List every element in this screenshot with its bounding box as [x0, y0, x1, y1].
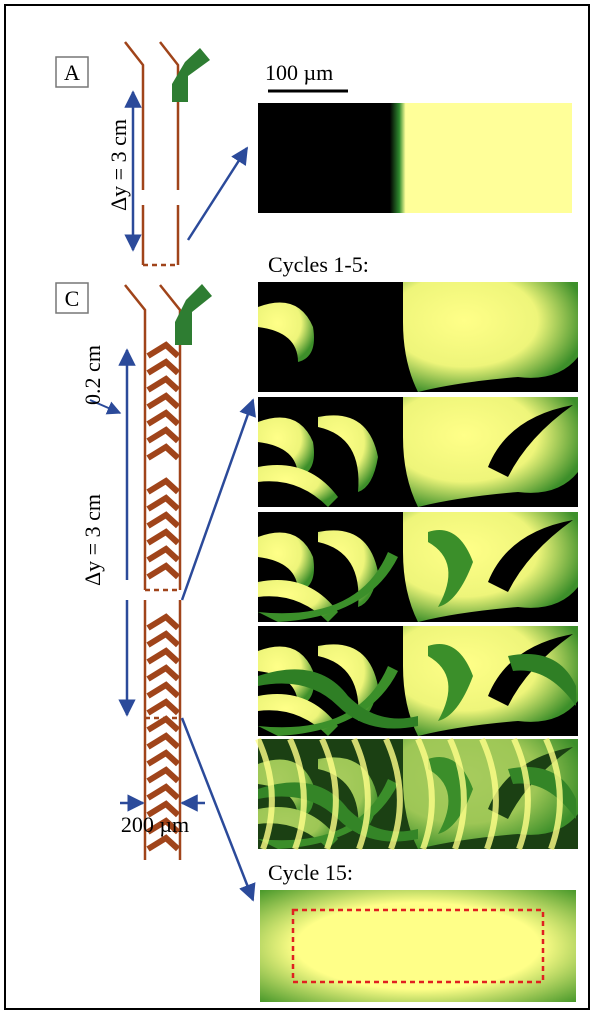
groove — [148, 685, 178, 696]
cycle-image — [258, 739, 578, 849]
groove — [148, 634, 178, 645]
groove — [148, 481, 178, 492]
groove — [148, 498, 178, 509]
inlet-dye — [175, 284, 212, 345]
groove — [148, 362, 178, 373]
pointer-arrow — [188, 148, 247, 240]
groove — [148, 515, 178, 526]
groove — [148, 770, 178, 781]
panel-label: A — [64, 60, 80, 85]
grooves — [148, 345, 178, 849]
groove — [148, 396, 178, 407]
pointer-arrow — [182, 400, 253, 600]
groove — [148, 702, 178, 713]
scale-label: 100 µm — [265, 60, 333, 85]
cross-section — [258, 103, 572, 213]
groove — [148, 413, 178, 424]
cross-section — [260, 890, 576, 1002]
groove — [148, 379, 178, 390]
cycle-image — [258, 282, 578, 392]
panel-label: C — [65, 286, 80, 311]
cycle-image — [258, 397, 578, 507]
groove — [148, 719, 178, 730]
width-label: 200 µm — [121, 812, 189, 837]
length-label: Δy = 3 cm — [106, 119, 131, 211]
length-label: Δy = 3 cm — [80, 494, 105, 586]
groove — [148, 838, 178, 849]
groove — [148, 617, 178, 628]
cycle-image — [258, 512, 578, 622]
figure: A Δy = 3 cm 100 µm C 0.2 cm Δy = 3 cm 20… — [0, 0, 594, 1014]
groove — [148, 651, 178, 662]
pitch-label: 0.2 cm — [80, 345, 105, 405]
cycle-images — [258, 282, 578, 849]
groove — [148, 532, 178, 543]
section-heading: Cycle 15: — [268, 860, 353, 885]
section-heading: Cycles 1-5: — [268, 252, 369, 277]
groove — [148, 668, 178, 679]
inlet-dye — [172, 48, 210, 102]
groove — [148, 787, 178, 798]
groove — [148, 736, 178, 747]
groove — [148, 345, 178, 356]
groove — [148, 447, 178, 458]
groove — [148, 549, 178, 560]
groove — [148, 566, 178, 577]
groove — [148, 753, 178, 764]
pointer-arrow — [182, 718, 253, 900]
groove — [148, 430, 178, 441]
cycle-image — [258, 626, 578, 736]
